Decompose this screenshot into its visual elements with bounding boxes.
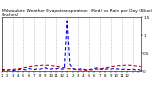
Text: Milwaukee Weather Evapotranspiration  (Red) vs Rain per Day (Blue) (Inches): Milwaukee Weather Evapotranspiration (Re… [2,9,152,17]
